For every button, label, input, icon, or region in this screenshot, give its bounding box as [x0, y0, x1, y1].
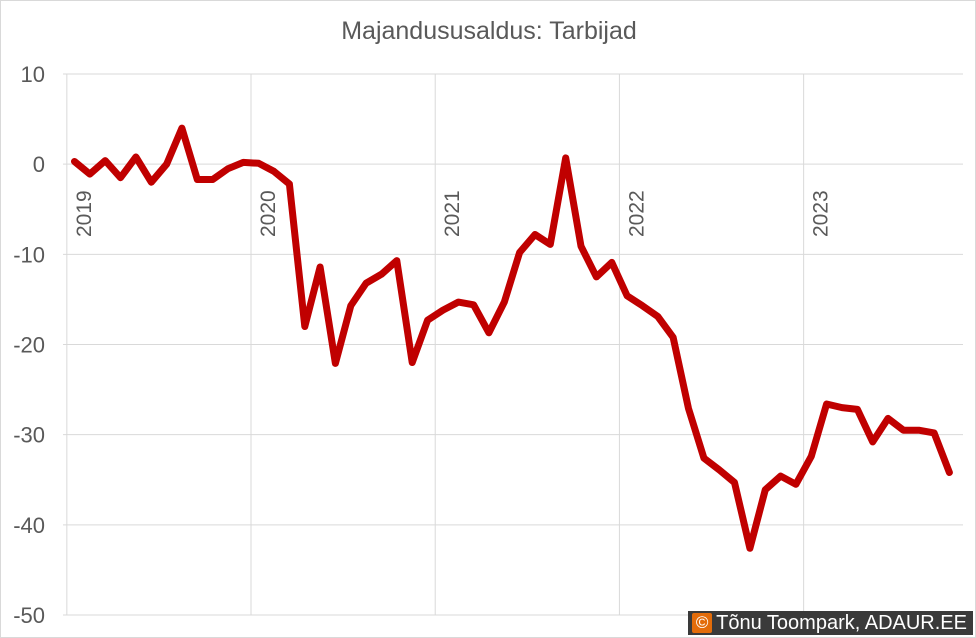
- grid-layer: [63, 73, 963, 616]
- x-axis: 2019 2020 2021 2022 2023: [73, 190, 833, 237]
- x-tick-label: 2023: [810, 190, 833, 237]
- y-tick-label: 0: [33, 152, 45, 177]
- x-tick-label: 2020: [257, 190, 280, 237]
- credit-badge: © Tõnu Toompark, ADAUR.EE: [688, 611, 973, 635]
- series-layer: [71, 124, 953, 552]
- x-tick-label: 2022: [625, 190, 648, 237]
- y-axis: 10 0 -10 -20 -30 -40 -50: [13, 62, 45, 628]
- y-tick-label: -40: [13, 513, 45, 538]
- copyright-icon: ©: [692, 613, 713, 633]
- y-tick-label: -50: [13, 603, 45, 628]
- x-tick-label: 2021: [441, 190, 464, 237]
- credit-text: Tõnu Toompark, ADAUR.EE: [716, 612, 967, 634]
- y-tick-label: -30: [13, 423, 45, 448]
- y-tick-label: -10: [13, 242, 45, 267]
- y-tick-label: -20: [13, 333, 45, 358]
- series-line: [71, 124, 953, 552]
- y-tick-label: 10: [21, 62, 45, 87]
- x-tick-label: 2019: [73, 190, 96, 237]
- chart-title: Majandususaldus: Tarbijad: [341, 17, 637, 45]
